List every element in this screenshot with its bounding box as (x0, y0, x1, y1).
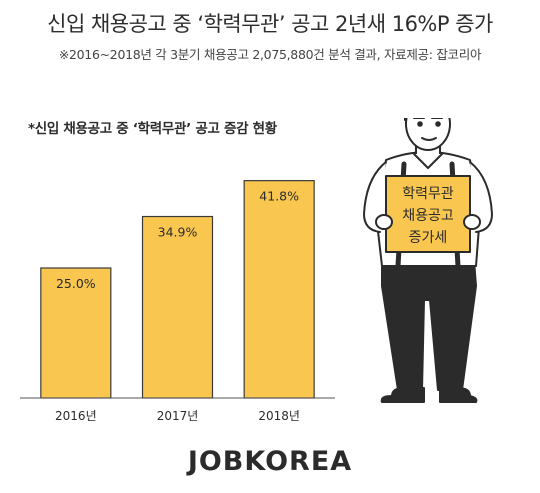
sign-line-1: 학력무관 (402, 186, 454, 202)
x-tick-label-3: 2018년 (258, 409, 300, 423)
page-title: 신입 채용공고 중 ‘학력무관’ 공고 2년새 16%P 증가 (47, 12, 493, 36)
bar-1 (40, 267, 112, 399)
sign-line-3: 증가세 (409, 230, 448, 246)
bar-value-label-3: 41.8% (259, 189, 299, 204)
x-tick-label-1: 2016년 (55, 409, 97, 423)
x-tick-label-2: 2017년 (157, 409, 199, 423)
sign-line-2: 채용공고 (402, 208, 454, 224)
bar-value-label-2: 34.9% (158, 225, 198, 240)
page-subtitle: ※2016~2018년 각 3분기 채용공고 2,075,880건 분석 결과,… (58, 47, 482, 62)
brand-logo: JOBKOREA (187, 446, 353, 477)
bar-2 (141, 215, 214, 399)
bar-3 (243, 180, 315, 399)
chart-title: *신입 채용공고 중 ‘학력무관’ 공고 증감 현황 (28, 121, 277, 137)
man-holding-sign-illustration: 학력무관 채용공고 증가세 (363, 118, 493, 403)
bar-value-label-1: 25.0% (56, 276, 96, 291)
